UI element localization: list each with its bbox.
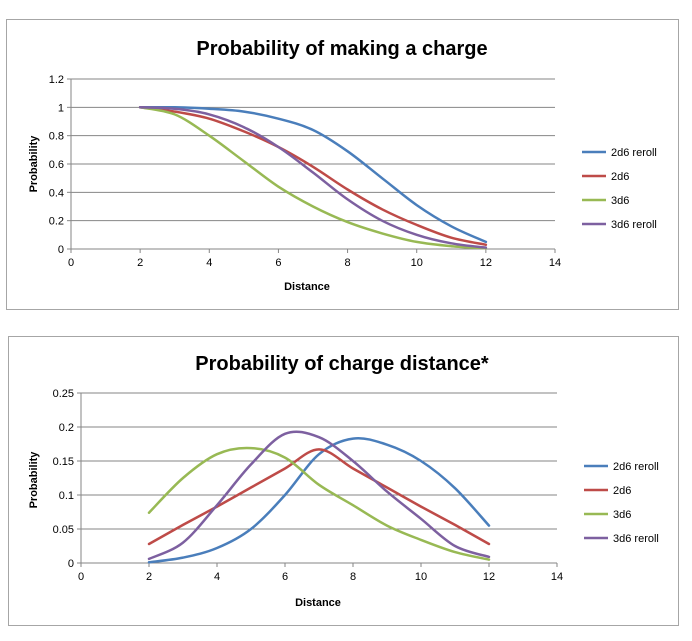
- y-axis-label: Probability: [28, 135, 40, 193]
- y-tick-label: 0: [58, 244, 64, 256]
- x-tick-label: 10: [411, 257, 423, 269]
- series-line-2d6: [147, 448, 491, 546]
- y-axis-label: Probability: [28, 451, 40, 509]
- x-tick-label: 0: [68, 257, 74, 269]
- x-tick-label: 2: [137, 257, 143, 269]
- series-line-2d6-reroll: [147, 436, 491, 564]
- x-tick-label: 10: [415, 571, 427, 583]
- legend-label: 2d6: [613, 485, 631, 497]
- legend-label: 2d6: [611, 171, 629, 183]
- series-line-3d6: [147, 446, 491, 561]
- y-tick-label: 1: [58, 102, 64, 114]
- x-tick-label: 14: [551, 571, 563, 583]
- x-tick-label: 4: [206, 257, 212, 269]
- chart-panel-charge-distance: Probability of charge distance* Distance…: [8, 336, 679, 626]
- chart-svg-making-charge: Probability of making a charge Distance …: [28, 38, 657, 293]
- x-tick-label: 14: [549, 257, 561, 269]
- legend-label: 3d6: [611, 195, 629, 207]
- y-tick-label: 0.15: [53, 456, 74, 468]
- series-line-2d6: [138, 106, 488, 247]
- x-axis-label: Distance: [284, 281, 330, 293]
- y-tick-label: 0.2: [59, 422, 74, 434]
- y-tick-label: 0.4: [49, 187, 64, 199]
- legend-label: 2d6 reroll: [613, 461, 659, 473]
- x-tick-label: 8: [345, 257, 351, 269]
- legend-label: 3d6 reroll: [613, 533, 659, 545]
- x-tick-label: 4: [214, 571, 220, 583]
- x-tick-label: 8: [350, 571, 356, 583]
- x-tick-label: 0: [78, 571, 84, 583]
- y-tick-label: 0.6: [49, 159, 64, 171]
- y-tick-label: 0.05: [53, 524, 74, 536]
- y-tick-label: 0.2: [49, 216, 64, 228]
- y-tick-label: 0.1: [59, 490, 74, 502]
- series-line-3d6-reroll: [147, 430, 491, 561]
- series-line-3d6-reroll: [138, 106, 488, 249]
- legend-label: 3d6 reroll: [611, 219, 657, 231]
- chart-svg-charge-distance: Probability of charge distance* Distance…: [28, 353, 659, 609]
- x-tick-label: 2: [146, 571, 152, 583]
- chart-panel-making-charge: Probability of making a charge Distance …: [6, 19, 679, 310]
- legend-label: 3d6: [613, 509, 631, 521]
- x-axis-label: Distance: [295, 597, 341, 609]
- series-line-2d6-reroll: [138, 105, 488, 244]
- chart-title: Probability of making a charge: [196, 38, 487, 60]
- x-tick-label: 12: [483, 571, 495, 583]
- chart-title: Probability of charge distance*: [195, 353, 489, 375]
- x-tick-label: 6: [275, 257, 281, 269]
- y-tick-label: 0: [68, 558, 74, 570]
- series-line-3d6: [138, 106, 488, 250]
- y-tick-label: 1.2: [49, 74, 64, 86]
- legend-label: 2d6 reroll: [611, 147, 657, 159]
- x-tick-label: 12: [480, 257, 492, 269]
- x-tick-label: 6: [282, 571, 288, 583]
- y-tick-label: 0.8: [49, 131, 64, 143]
- y-tick-label: 0.25: [53, 388, 74, 400]
